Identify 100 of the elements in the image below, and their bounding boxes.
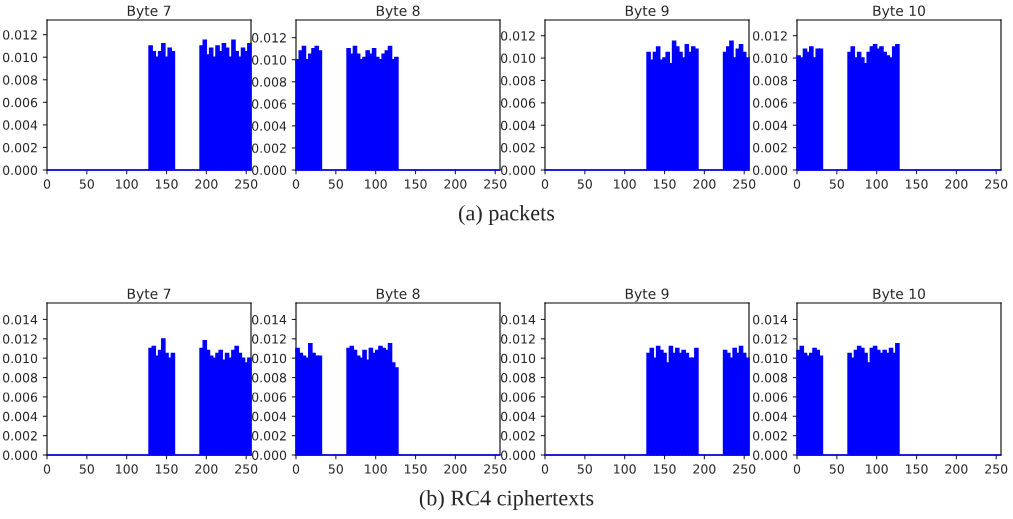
chart-title: Byte 8 [376, 288, 420, 302]
y-tick-label: 0.008 [753, 75, 788, 86]
x-tick-label: 150 [653, 464, 676, 474]
text: (b) RC4 ciphertexts [419, 489, 594, 511]
x-tick-label: 50 [328, 464, 343, 474]
y-tick-label: 0.006 [252, 392, 287, 402]
x-tick-label: 100 [365, 464, 387, 474]
x-tick-label: 200 [195, 179, 218, 189]
y-tick-label: 0.008 [252, 77, 287, 87]
y-tick-label: 0.002 [753, 143, 787, 153]
y-tick-label: 0.012 [501, 334, 535, 344]
y-tick-label: 0.002 [501, 143, 535, 153]
x-tick-label: 150 [905, 179, 928, 189]
x-tick-label: 200 [693, 464, 716, 474]
y-tick-label: 0.004 [501, 411, 536, 422]
x-tick-label: 150 [404, 179, 427, 189]
x-tick-label: 0 [793, 464, 801, 474]
x-tick-label: 250 [985, 179, 1008, 189]
x-tick-label: 0 [292, 464, 300, 474]
x-tick-label: 250 [484, 464, 507, 474]
y-tick-label: 0.010 [252, 55, 287, 65]
y-tick-label: 0.002 [3, 142, 37, 153]
y-tick-label: 0.004 [252, 411, 287, 422]
x-tick-label: 200 [945, 179, 968, 189]
x-tick-label: 50 [79, 179, 94, 189]
x-tick-label: 100 [866, 464, 888, 474]
y-tick-label: 0.004 [501, 120, 536, 131]
y-tick-label: 0.006 [252, 99, 287, 109]
y-tick-label: 0.004 [753, 120, 788, 131]
x-tick-label: 150 [155, 464, 178, 474]
y-tick-label: 0.012 [3, 334, 37, 344]
y-tick-label: 0.010 [753, 53, 788, 63]
y-tick-label: 0.004 [753, 411, 788, 422]
y-tick-label: 0.012 [753, 334, 787, 344]
y-tick-label: 0.010 [501, 53, 536, 63]
y-tick-label: 0.010 [252, 353, 287, 364]
x-tick-label: 150 [404, 464, 427, 474]
y-tick-label: 0.004 [3, 411, 38, 422]
y-tick-label: 0.010 [3, 353, 38, 364]
x-tick-label: 250 [235, 464, 258, 474]
y-tick-label: 0.002 [753, 431, 787, 441]
y-tick-label: 0.000 [252, 165, 287, 175]
y-tick-label: 0.012 [501, 31, 535, 41]
x-tick-label: 200 [444, 179, 467, 189]
x-tick-label: 50 [829, 179, 844, 189]
y-tick-label: 0.004 [3, 120, 38, 130]
y-tick-label: 0.000 [501, 165, 536, 175]
x-tick-label: 0 [43, 179, 51, 189]
chart-title: Byte 10 [873, 288, 925, 302]
x-tick-label: 250 [235, 179, 258, 189]
x-tick-label: 200 [195, 464, 218, 474]
y-tick-label: 0.010 [3, 52, 38, 63]
x-tick-label: 50 [577, 464, 592, 474]
x-tick-label: 250 [733, 464, 756, 474]
chart-title: Byte 10 [873, 5, 925, 19]
y-tick-label: 0.012 [252, 33, 286, 43]
x-tick-label: 50 [577, 179, 592, 189]
chart-title: Byte 9 [625, 5, 669, 19]
y-tick-label: 0.008 [3, 75, 38, 85]
x-tick-label: 100 [116, 464, 138, 474]
x-tick-label: 50 [328, 179, 343, 189]
y-tick-label: 0.008 [501, 373, 536, 383]
chart-title: Byte 7 [127, 5, 171, 19]
y-tick-label: 0.006 [753, 392, 788, 402]
y-tick-label: 0.002 [3, 431, 37, 441]
y-tick-label: 0.012 [252, 334, 286, 344]
chart-title: Byte 7 [127, 288, 171, 302]
y-tick-label: 0.000 [501, 450, 536, 460]
chart-title: Byte 9 [625, 288, 669, 302]
y-tick-label: 0.000 [3, 450, 38, 460]
y-tick-label: 0.010 [501, 353, 536, 364]
y-tick-label: 0.008 [501, 75, 536, 86]
x-tick-label: 50 [829, 464, 844, 474]
x-tick-label: 200 [945, 464, 968, 474]
y-tick-label: 0.000 [252, 450, 287, 460]
x-tick-label: 250 [484, 179, 507, 189]
y-tick-label: 0.002 [252, 143, 286, 153]
x-tick-label: 200 [444, 464, 467, 474]
x-tick-label: 50 [79, 464, 94, 474]
y-tick-label: 0.008 [252, 373, 287, 383]
y-tick-label: 0.002 [252, 431, 286, 441]
y-tick-label: 0.006 [3, 97, 38, 108]
y-tick-label: 0.014 [3, 314, 38, 325]
y-tick-label: 0.014 [501, 314, 536, 325]
y-tick-label: 0.002 [501, 431, 535, 441]
y-tick-label: 0.006 [501, 392, 536, 402]
x-tick-label: 250 [985, 464, 1008, 474]
x-tick-label: 0 [541, 179, 549, 189]
y-tick-label: 0.010 [753, 353, 788, 364]
x-tick-label: 200 [693, 179, 716, 189]
y-tick-label: 0.012 [753, 31, 787, 41]
x-tick-label: 250 [733, 179, 756, 189]
y-tick-label: 0.006 [753, 98, 788, 108]
x-tick-label: 100 [365, 179, 387, 189]
y-tick-label: 0.006 [501, 98, 536, 108]
x-tick-label: 150 [653, 179, 676, 189]
x-tick-label: 100 [614, 179, 636, 189]
x-tick-label: 0 [292, 179, 300, 189]
y-tick-label: 0.000 [753, 450, 788, 460]
y-tick-label: 0.006 [3, 392, 38, 402]
